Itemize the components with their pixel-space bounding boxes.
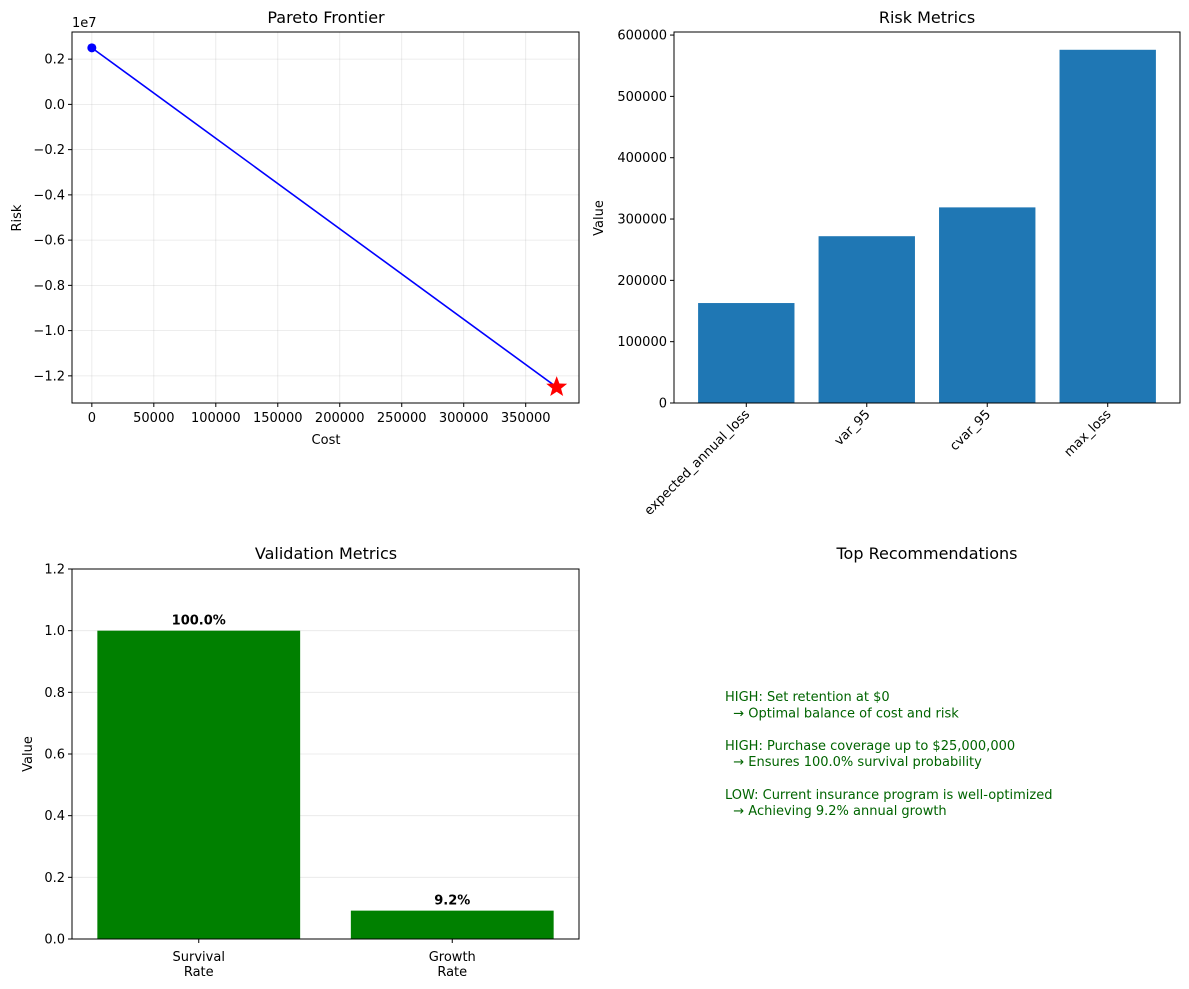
risk-bar [939, 207, 1036, 403]
x-tick-label: Rate [437, 965, 467, 980]
risk-metrics-chart: Risk Metrics 0 100000 200000 300000 400000 50… [592, 8, 1181, 519]
x-tick-label: 300000 [439, 411, 489, 426]
y-tick-label: −0.6 [33, 234, 65, 249]
recommendation-line [725, 723, 729, 738]
x-tick-label: max_loss [1062, 407, 1115, 460]
y-tick-label: −0.4 [33, 188, 65, 203]
x-tick-label: 250000 [377, 411, 427, 426]
x-tick-label: 150000 [253, 411, 303, 426]
y-tick-label: 500000 [617, 90, 667, 105]
risk-bar [698, 303, 795, 403]
bar-data-label: 9.2% [434, 894, 470, 909]
chart-title: Validation Metrics [255, 544, 397, 563]
y-tick-label: 1.0 [44, 624, 65, 639]
pareto-line [91, 47, 558, 388]
y-tick-label: 0.0 [44, 98, 65, 113]
recommendation-line: → Achieving 9.2% annual growth [725, 804, 947, 819]
y-tick-label: 0.8 [44, 686, 65, 701]
x-tick-label: 100000 [191, 411, 241, 426]
y-tick-label: 200000 [617, 274, 667, 289]
recommendation-line: HIGH: Set retention at $0 [725, 690, 890, 705]
y-tick-label: 400000 [617, 151, 667, 166]
y-tick-label: 0.2 [44, 871, 65, 886]
x-tick-label: Rate [184, 965, 214, 980]
chart-title: Pareto Frontier [267, 8, 385, 27]
validation-bar [97, 630, 301, 939]
y-tick-label: 0.2 [44, 53, 65, 68]
x-tick-label: cvar_95 [947, 407, 994, 454]
plot-frame [71, 31, 580, 404]
recommendation-line: → Ensures 100.0% survival probability [725, 755, 982, 770]
x-tick-label: var_95 [832, 407, 874, 449]
start-point-marker [87, 43, 97, 53]
plot-frame [673, 31, 1181, 404]
pareto-frontier-chart: Pareto Frontier 1e7 0 50000 100000 150000 20… [10, 8, 580, 448]
x-tick-label: Growth [429, 950, 476, 965]
y-tick-label: 0.4 [44, 809, 65, 824]
y-tick-label: 300000 [617, 213, 667, 228]
bar-data-label: 100.0% [172, 614, 226, 629]
recommendations-panel: Top Recommendations HIGH: Set retention … [725, 544, 1052, 819]
plot-frame [71, 568, 580, 940]
recommendations-title: Top Recommendations [835, 544, 1017, 563]
y-axis-label: Value [21, 736, 36, 772]
risk-bar [818, 236, 915, 403]
validation-bar [350, 910, 554, 939]
x-tick-label: expected_annual_loss [642, 407, 754, 519]
y-tick-label: −0.8 [33, 279, 65, 294]
y-tick-label: 600000 [617, 29, 667, 44]
x-tick-label: 0 [88, 411, 96, 426]
optimal-point-star [546, 376, 568, 397]
y-tick-label: 0 [659, 397, 667, 412]
x-tick-label: Survival [173, 950, 225, 965]
y-tick-label: −1.0 [33, 324, 65, 339]
recommendations-text: HIGH: Set retention at $0 → Optimal bala… [725, 690, 1052, 819]
risk-bar [1059, 49, 1156, 403]
y-offset-label: 1e7 [72, 16, 97, 31]
y-tick-label: −1.2 [33, 369, 65, 384]
validation-metrics-chart: Validation Metrics 0.0 0.2 0.4 0.6 0.8 1.0 1.2… [21, 544, 580, 980]
recommendation-line [725, 772, 729, 787]
x-tick-label: 50000 [133, 411, 174, 426]
y-tick-label: 0.6 [44, 748, 65, 763]
recommendation-line: → Optimal balance of cost and risk [725, 706, 959, 721]
x-axis-label: Cost [312, 433, 341, 448]
recommendation-line: HIGH: Purchase coverage up to $25,000,00… [725, 739, 1015, 754]
x-tick-label: 350000 [501, 411, 551, 426]
y-tick-label: 1.2 [44, 563, 65, 578]
y-tick-label: 0.0 [44, 933, 65, 948]
y-axis-label: Value [592, 200, 607, 236]
recommendation-line: LOW: Current insurance program is well-o… [725, 788, 1052, 803]
y-tick-label: −0.2 [33, 143, 65, 158]
y-axis-label: Risk [10, 204, 25, 231]
chart-title: Risk Metrics [879, 8, 975, 27]
y-tick-label: 100000 [617, 335, 667, 350]
x-tick-label: 200000 [315, 411, 365, 426]
